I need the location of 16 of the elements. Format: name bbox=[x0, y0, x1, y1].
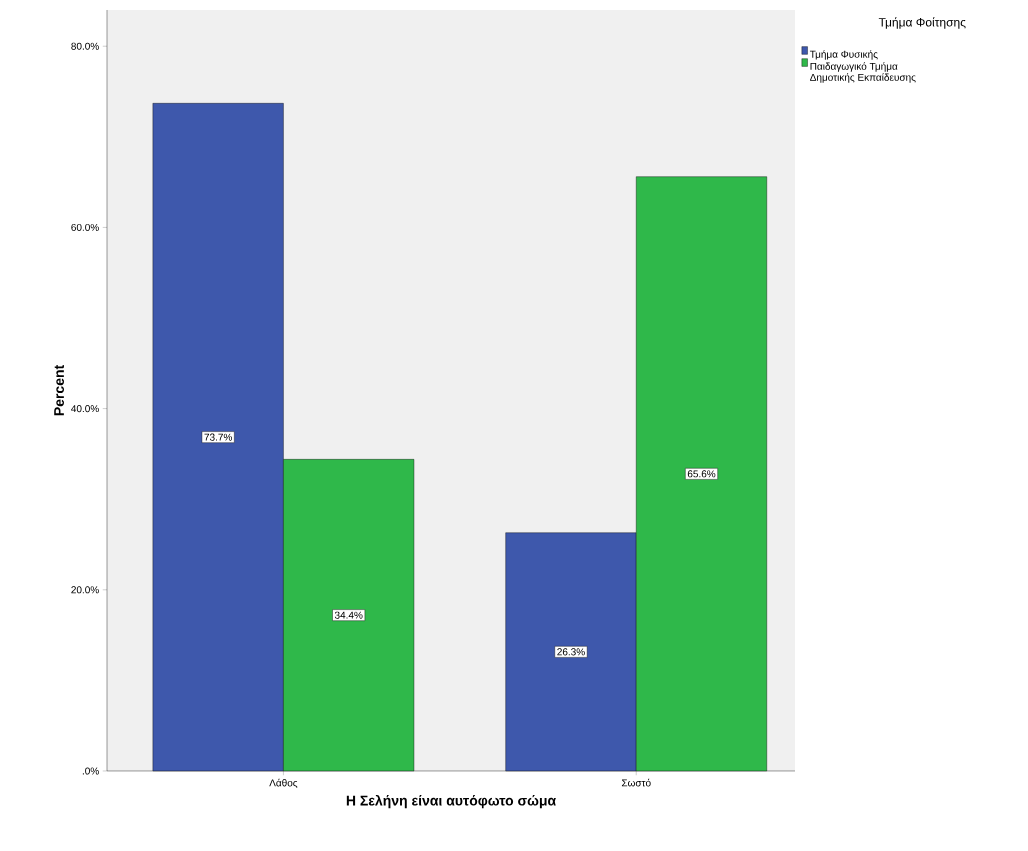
x-tick-label: Λάθος bbox=[269, 778, 298, 789]
y-axis-title: Percent bbox=[54, 364, 64, 416]
y-tick-label: 40.0% bbox=[71, 405, 99, 413]
legend-label: Τμήμα Φυσικής bbox=[809, 50, 878, 60]
y-tick-label: 60.0% bbox=[71, 223, 99, 231]
legend-title: Τμήμα Φοίτησης bbox=[878, 17, 966, 29]
data-label: 34.4% bbox=[334, 611, 363, 619]
data-label: 26.3% bbox=[557, 648, 585, 656]
x-axis-title: Η Σελήνη είναι αυτόφωτο σώμα bbox=[346, 794, 556, 809]
y-tick-label: 80.0% bbox=[71, 42, 99, 50]
data-label: 73.7% bbox=[204, 433, 232, 441]
y-tick-label: .0% bbox=[82, 767, 99, 775]
data-label: 65.6% bbox=[687, 470, 716, 478]
y-tick-label: 20.0% bbox=[71, 586, 99, 594]
legend-label: Παιδαγωγικό Τμήμα Δημοτικής Εκπαίδευσης bbox=[810, 62, 916, 83]
x-tick-label: Σωστό bbox=[621, 778, 651, 787]
